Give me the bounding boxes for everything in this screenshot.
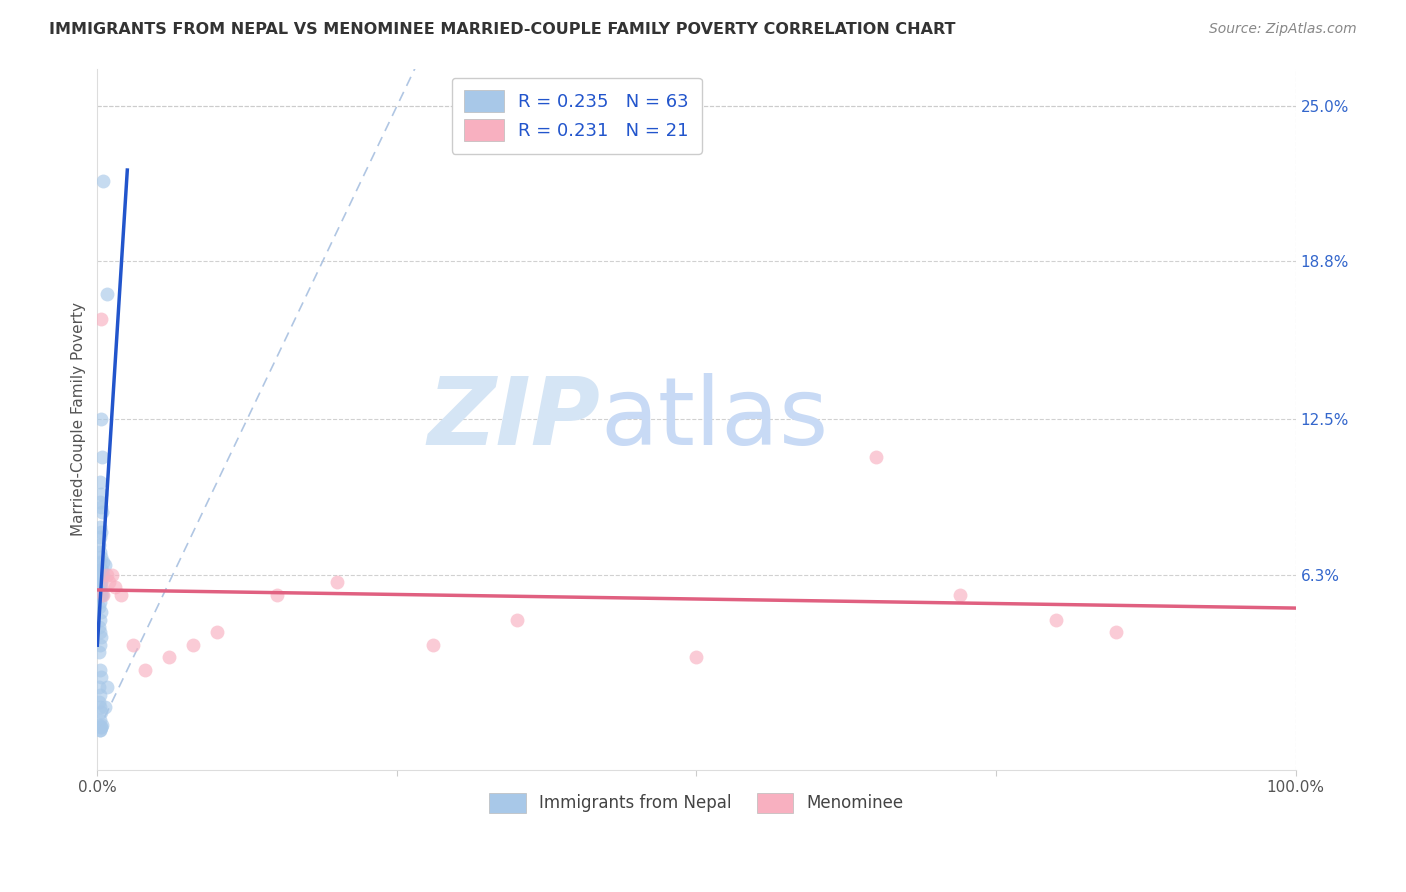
Point <box>89 625 111 640</box>
Point <box>91 505 114 519</box>
Point <box>89 585 111 599</box>
Point <box>89 475 111 489</box>
Point <box>87 588 110 602</box>
Point <box>100 567 122 582</box>
Point <box>89 582 111 597</box>
Point <box>91 718 114 732</box>
Point <box>89 613 111 627</box>
Point <box>90 487 112 501</box>
Point <box>96 681 118 695</box>
Point <box>91 563 114 577</box>
Point <box>90 575 112 590</box>
Point <box>89 567 111 582</box>
Point <box>89 530 111 544</box>
Point <box>89 723 111 737</box>
Point <box>87 620 110 634</box>
Point <box>87 588 110 602</box>
Point <box>93 567 115 582</box>
Point <box>87 718 110 732</box>
Point <box>110 588 132 602</box>
Point <box>89 495 111 509</box>
Point <box>93 588 115 602</box>
Text: ZIP: ZIP <box>427 373 600 466</box>
Point <box>90 570 112 584</box>
Point <box>89 663 111 677</box>
Point <box>266 588 288 602</box>
Point <box>89 723 111 737</box>
Point <box>90 605 112 619</box>
Point <box>91 570 114 584</box>
Point <box>87 695 110 709</box>
Point <box>87 537 110 551</box>
Point <box>90 412 112 426</box>
Point <box>98 575 121 590</box>
Point <box>90 312 112 326</box>
Point <box>1105 625 1128 640</box>
Point <box>90 588 112 602</box>
Point <box>1045 613 1067 627</box>
Point <box>93 555 115 569</box>
Point <box>181 638 204 652</box>
Point <box>87 681 110 695</box>
Point <box>134 663 156 677</box>
Point <box>90 549 112 564</box>
Point <box>89 595 111 609</box>
Point <box>506 613 529 627</box>
Point <box>89 713 111 727</box>
Point <box>89 688 111 702</box>
Point <box>87 645 110 659</box>
Point <box>90 563 112 577</box>
Text: atlas: atlas <box>600 373 830 466</box>
Point <box>91 450 114 464</box>
Point <box>326 575 349 590</box>
Point <box>89 700 111 714</box>
Point <box>90 706 112 720</box>
Point <box>89 567 111 582</box>
Point <box>104 580 127 594</box>
Point <box>90 580 112 594</box>
Text: Source: ZipAtlas.com: Source: ZipAtlas.com <box>1209 22 1357 37</box>
Legend: Immigrants from Nepal, Menominee: Immigrants from Nepal, Menominee <box>478 781 915 825</box>
Point <box>90 524 112 539</box>
Point <box>87 580 110 594</box>
Point <box>90 670 112 684</box>
Point <box>90 630 112 644</box>
Point <box>865 450 887 464</box>
Point <box>685 650 707 665</box>
Point <box>949 588 972 602</box>
Point <box>93 558 115 572</box>
Point <box>90 500 112 514</box>
Text: IMMIGRANTS FROM NEPAL VS MENOMINEE MARRIED-COUPLE FAMILY POVERTY CORRELATION CHA: IMMIGRANTS FROM NEPAL VS MENOMINEE MARRI… <box>49 22 956 37</box>
Y-axis label: Married-Couple Family Poverty: Married-Couple Family Poverty <box>72 302 86 536</box>
Point <box>96 567 118 582</box>
Point <box>96 287 118 301</box>
Point <box>90 720 112 734</box>
Point <box>87 570 110 584</box>
Point <box>89 575 111 590</box>
Point <box>91 588 114 602</box>
Point <box>89 545 111 559</box>
Point <box>157 650 180 665</box>
Point <box>89 575 111 590</box>
Point <box>93 700 115 714</box>
Point <box>87 563 110 577</box>
Point <box>89 520 111 534</box>
Point <box>89 638 111 652</box>
Point <box>87 600 110 615</box>
Point <box>89 555 111 569</box>
Point <box>93 174 115 188</box>
Point <box>205 625 228 640</box>
Point <box>90 720 112 734</box>
Point <box>122 638 145 652</box>
Point <box>422 638 444 652</box>
